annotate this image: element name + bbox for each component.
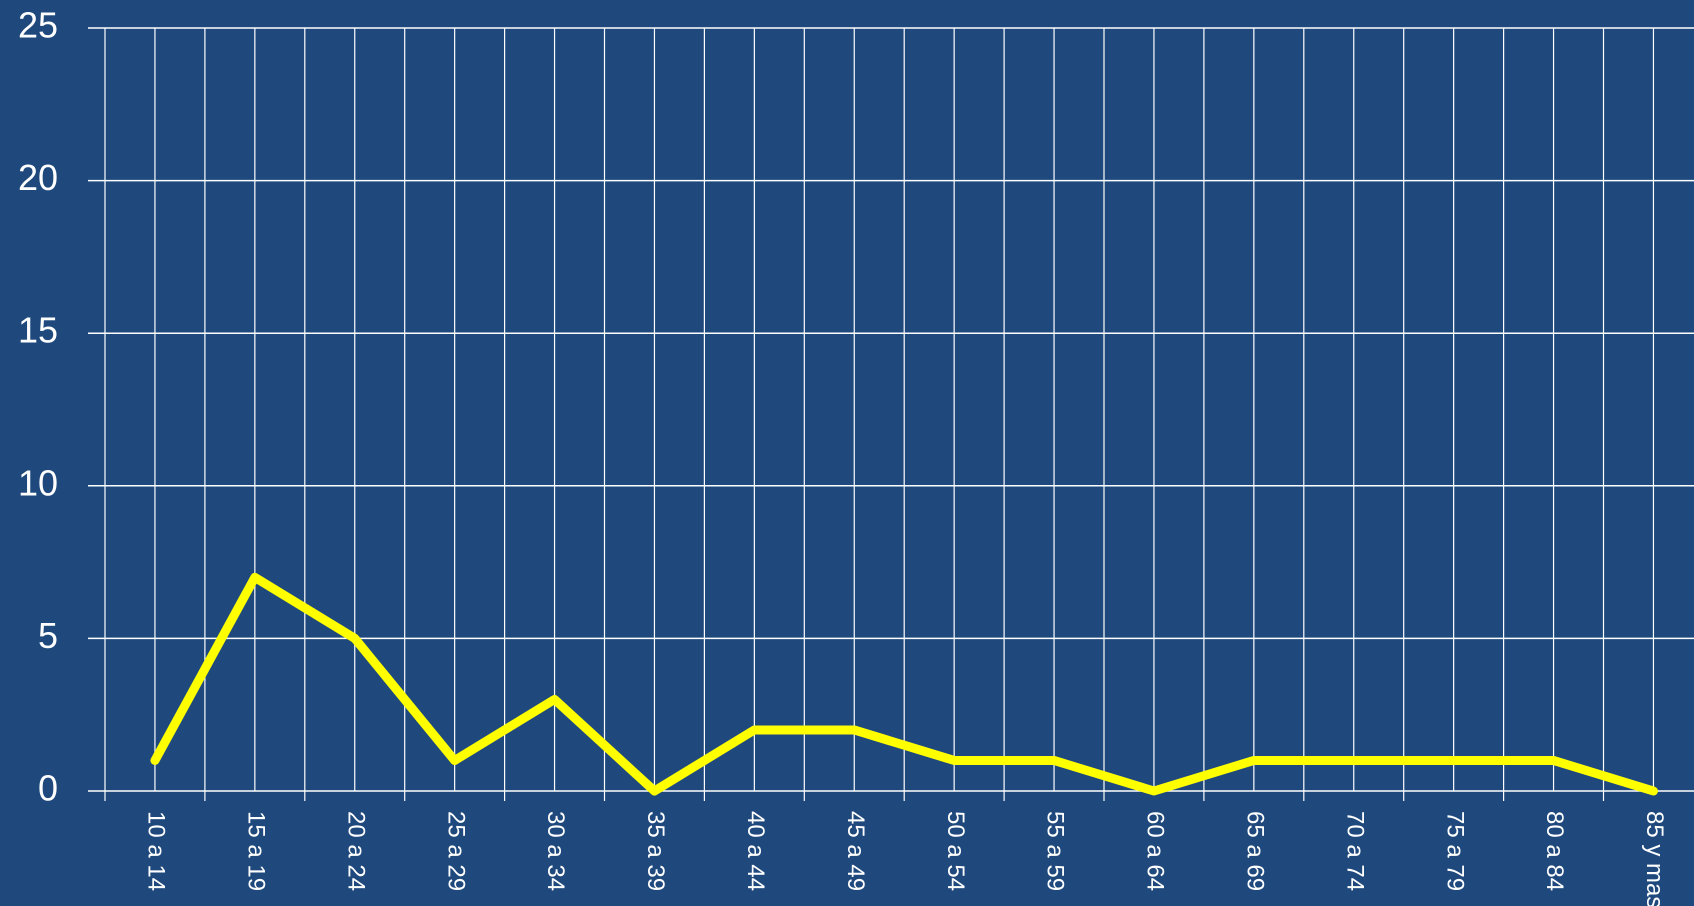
x-tick-label: 45 a 49: [842, 811, 869, 891]
y-tick-label: 0: [38, 768, 58, 809]
x-tick-label: 60 a 64: [1142, 811, 1169, 891]
data-line: [150, 572, 1658, 796]
y-tick-label: 15: [18, 310, 58, 351]
x-tick-label: 35 a 39: [642, 811, 669, 891]
x-tick-label: 40 a 44: [742, 811, 769, 891]
x-tick-label: 10 a 14: [143, 811, 170, 891]
y-tick-label: 20: [18, 157, 58, 198]
x-tick-label: 85 y mas: [1641, 811, 1668, 906]
x-tick-label: 80 a 84: [1541, 811, 1568, 891]
x-tick-label: 65 a 69: [1242, 811, 1269, 891]
y-tick-label: 25: [18, 5, 58, 46]
y-tick-label: 10: [18, 462, 58, 503]
y-tick-label: 5: [38, 615, 58, 656]
x-tick-label: 50 a 54: [942, 811, 969, 891]
x-tick-label: 75 a 79: [1441, 811, 1468, 891]
x-tick-label: 70 a 74: [1341, 811, 1368, 891]
x-tick-label: 25 a 29: [442, 811, 469, 891]
x-tick-label: 30 a 34: [542, 811, 569, 891]
x-tick-label: 20 a 24: [342, 811, 369, 891]
x-tick-label: 55 a 59: [1042, 811, 1069, 891]
x-tick-label: 15 a 19: [243, 811, 270, 891]
